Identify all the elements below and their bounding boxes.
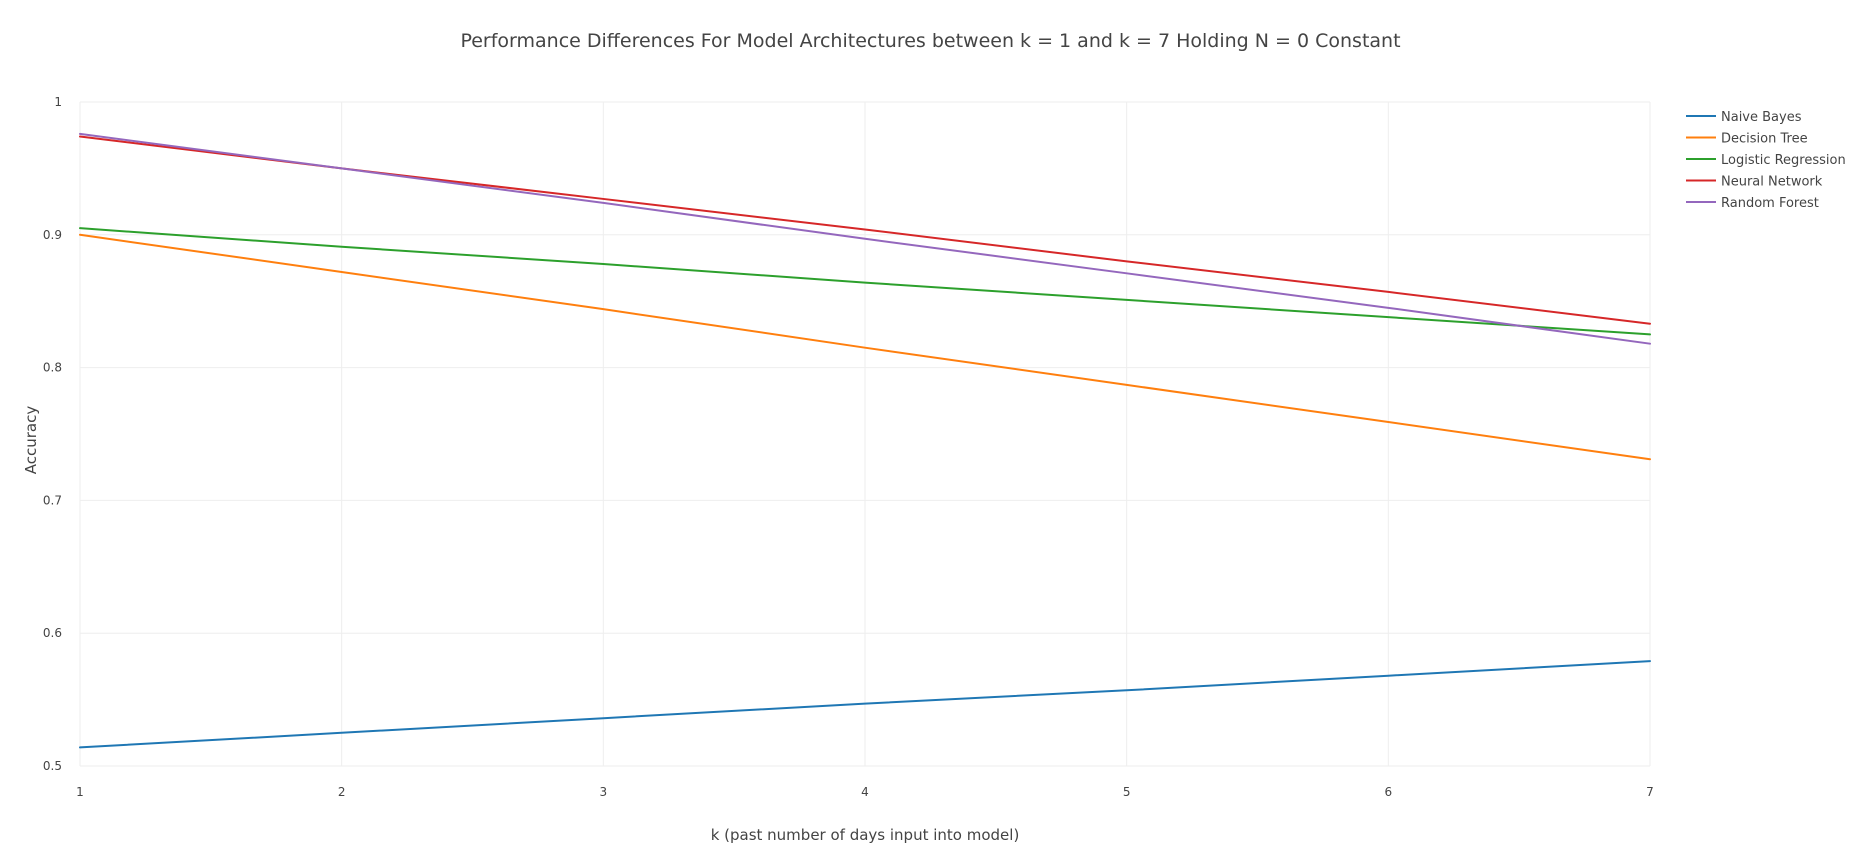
x-axis-title: k (past number of days input into model)	[710, 826, 1020, 844]
y-tick-label: 0.6	[43, 626, 62, 640]
y-tick-label: 1	[54, 95, 62, 109]
x-tick-label: 6	[1385, 785, 1393, 799]
y-tick-label: 0.8	[43, 361, 62, 375]
legend-label: Naive Bayes	[1721, 110, 1802, 125]
y-tick-label: 0.5	[43, 759, 62, 773]
y-axis-title: Accuracy	[22, 405, 40, 475]
x-tick-label: 1	[76, 785, 84, 799]
series-line-logistic-regression[interactable]	[79, 227, 1651, 336]
x-tick-label: 4	[861, 785, 869, 799]
x-tick-label: 2	[338, 785, 346, 799]
x-tick-label: 5	[1123, 785, 1131, 799]
legend-label: Neural Network	[1721, 175, 1823, 190]
legend-item-decision-tree[interactable]: Decision Tree	[1686, 132, 1808, 147]
x-tick-label: 7	[1646, 785, 1654, 799]
series-lines	[79, 132, 1651, 749]
series-line-decision-tree[interactable]	[79, 233, 1651, 461]
legend-item-neural-network[interactable]: Neural Network	[1686, 175, 1823, 190]
series-line-naive-bayes[interactable]	[79, 660, 1651, 749]
y-tick-label: 0.7	[43, 493, 62, 507]
axis-ticks: 1 2 3 4 5 6 7 0.5 0.6 0.7 0.8 0.9 1	[43, 95, 1654, 799]
legend-item-naive-bayes[interactable]: Naive Bayes	[1686, 110, 1802, 125]
legend-item-random-forest[interactable]: Random Forest	[1686, 196, 1819, 211]
grid-lines	[79, 101, 1651, 767]
chart-title: Performance Differences For Model Archit…	[460, 30, 1401, 52]
x-tick-label: 3	[600, 785, 608, 799]
y-tick-label: 0.9	[43, 228, 62, 242]
legend-item-logistic-regression[interactable]: Logistic Regression	[1686, 153, 1846, 168]
legend-label: Random Forest	[1721, 196, 1819, 211]
legend[interactable]: Naive Bayes Decision Tree Logistic Regress…	[1686, 110, 1846, 211]
series-line-random-forest[interactable]	[79, 132, 1651, 345]
legend-label: Logistic Regression	[1721, 153, 1846, 168]
legend-label: Decision Tree	[1721, 132, 1808, 147]
